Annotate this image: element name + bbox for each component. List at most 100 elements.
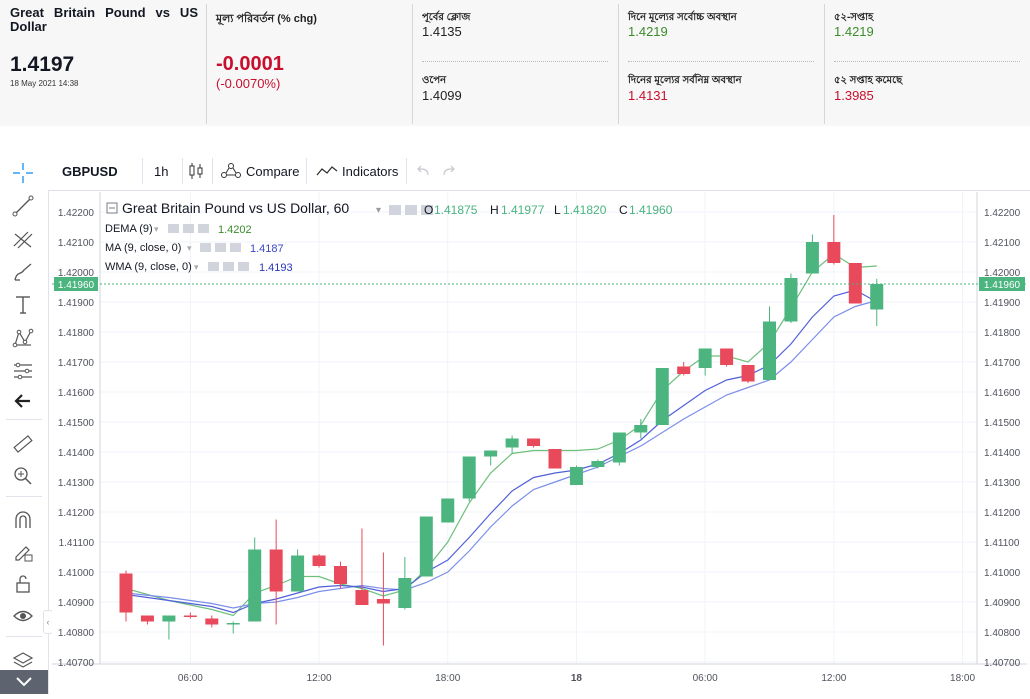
toolbar-scroll-down-button[interactable] — [0, 670, 48, 694]
price-tick-label: 1.41100 — [59, 538, 95, 549]
price-tick-label: 1.41900 — [58, 298, 95, 309]
price-tick-label: 1.41800 — [984, 328, 1021, 339]
time-tick-label: 12:00 — [307, 673, 332, 684]
change-block: মূল্য পরিবর্তন (% chg) -0.0001 (-0.0070%… — [216, 0, 406, 126]
toolbar-divider — [212, 158, 213, 184]
pattern-tool-icon[interactable] — [10, 325, 36, 351]
compare-label: Compare — [246, 163, 300, 179]
candle-up — [655, 368, 669, 425]
ohlc-high: 1.41977 — [501, 203, 545, 217]
trend-line-icon[interactable] — [10, 193, 36, 219]
candle-up — [248, 549, 262, 622]
lock-icon[interactable] — [10, 571, 36, 597]
price-tick-label: 1.41300 — [58, 478, 95, 489]
day-high-value: 1.4219 — [628, 24, 668, 39]
lock-drawing-pencil-icon[interactable] — [10, 539, 36, 565]
settings-icon[interactable] — [200, 243, 211, 252]
symbol-button[interactable]: GBPUSD — [62, 163, 118, 179]
chevron-down-icon[interactable]: ▾ — [194, 262, 199, 272]
candle-up — [291, 555, 305, 592]
crosshair-icon[interactable] — [10, 160, 36, 186]
text-tool-icon[interactable] — [10, 292, 36, 318]
time-axis[interactable]: 06:00 12:00 18:00 18 06:00 12:00 18:00 — [178, 673, 976, 684]
dema-label: DEMA (9) — [105, 223, 153, 235]
divider — [206, 4, 207, 124]
compare-button[interactable]: Compare — [220, 152, 299, 190]
price-tick-label: 1.42000 — [58, 268, 95, 279]
chart-style-button[interactable] — [188, 152, 204, 190]
prev-close-block: পূর্বের ক্লোজ 1.4135 ওপেন 1.4099 — [422, 0, 612, 126]
ohlc-low: 1.41820 — [563, 203, 607, 217]
price-tick-label: 1.40900 — [984, 598, 1021, 609]
last-price: 1.4197 — [10, 53, 75, 76]
day-high-label: দিনে মূল্যের সর্বোচ্চ অবস্থান — [628, 12, 737, 23]
candle-up — [162, 615, 176, 622]
chart-canvas[interactable]: 1.42200 1.42100 1.42000 1.41900 1.41800 1.417… — [52, 192, 1027, 692]
candle-down — [119, 573, 133, 613]
candle-down — [376, 599, 390, 604]
settings-icon[interactable] — [208, 262, 219, 271]
price-tick-label: 1.42000 — [984, 268, 1021, 279]
close-icon[interactable] — [230, 243, 241, 252]
eye-icon[interactable] — [10, 603, 36, 629]
last-price-tag-left-text: 1.41960 — [58, 280, 95, 291]
redo-icon — [443, 165, 455, 176]
price-axis-right[interactable]: 1.42200 1.42100 1.42000 1.41900 1.41800 1.417… — [984, 208, 1021, 669]
chevron-left-icon: ‹ — [46, 617, 50, 627]
time-tick-label: 06:00 — [693, 673, 718, 684]
price-chart[interactable]: 1.42200 1.42100 1.42000 1.41900 1.41800 1.417… — [52, 192, 1027, 692]
redo-button[interactable] — [442, 152, 456, 190]
candle-up — [805, 242, 819, 274]
price-tick-label: 1.40800 — [58, 628, 95, 639]
close-icon[interactable] — [238, 262, 249, 271]
settings-icon[interactable] — [168, 224, 179, 233]
settings-icon[interactable] — [405, 205, 417, 215]
magnet-icon[interactable] — [10, 507, 36, 533]
indicator-line-dema — [125, 253, 877, 617]
toolbar-divider — [6, 496, 42, 497]
undo-button[interactable] — [416, 152, 430, 190]
candle-up — [784, 278, 798, 322]
settings-icon[interactable] — [215, 243, 226, 252]
indicators-button[interactable]: Indicators — [316, 152, 398, 190]
price-tick-label: 1.41800 — [58, 328, 95, 339]
close-icon[interactable] — [421, 205, 433, 215]
back-arrow-icon[interactable] — [10, 388, 36, 414]
candle-down — [741, 365, 755, 382]
time-tick-label: 18:00 — [435, 673, 460, 684]
candle-up — [419, 516, 433, 577]
candle-down — [334, 566, 347, 584]
change-value: -0.0001 — [216, 53, 284, 75]
close-icon[interactable] — [198, 224, 209, 233]
price-tick-label: 1.42200 — [984, 208, 1021, 219]
price-tick-label: 1.40900 — [58, 598, 95, 609]
ruler-icon[interactable] — [10, 431, 36, 457]
day-low-label: দিনের মূল্যের সর্বনিম্ন অবস্থান — [628, 75, 742, 86]
last-price-tag-left — [54, 277, 98, 291]
legend-controls[interactable] — [389, 205, 433, 215]
price-tick-label: 1.41700 — [58, 358, 95, 369]
candle-up — [398, 578, 412, 608]
settings-icon[interactable] — [183, 224, 194, 233]
week52-high-label: ৫২-সপ্তাহ — [834, 12, 874, 23]
chevron-down-icon[interactable]: ▾ — [187, 243, 192, 253]
week52-low-value: 1.3985 — [834, 88, 874, 103]
brush-icon[interactable] — [10, 259, 36, 285]
candle-down — [312, 555, 326, 566]
candle-down — [548, 449, 562, 469]
zoom-in-icon[interactable] — [10, 463, 36, 489]
indicator-line-ma — [125, 299, 877, 609]
chevron-down-icon[interactable]: ▾ — [376, 205, 381, 216]
settings-icon[interactable] — [223, 262, 234, 271]
legend-title: Great Britain Pound vs US Dollar, 60 — [122, 200, 349, 216]
chevron-down-icon[interactable]: ▾ — [154, 224, 159, 234]
wma-value: 1.4193 — [259, 262, 293, 274]
fib-tool-icon[interactable] — [10, 226, 36, 252]
price-tick-label: 1.40700 — [58, 658, 95, 669]
settings-icon[interactable] — [389, 205, 401, 215]
candle-up — [870, 284, 884, 310]
price-tick-label: 1.41600 — [984, 388, 1021, 399]
measure-range-icon[interactable] — [10, 358, 36, 384]
layers-icon[interactable] — [10, 647, 36, 673]
interval-button[interactable]: 1h — [154, 163, 169, 179]
